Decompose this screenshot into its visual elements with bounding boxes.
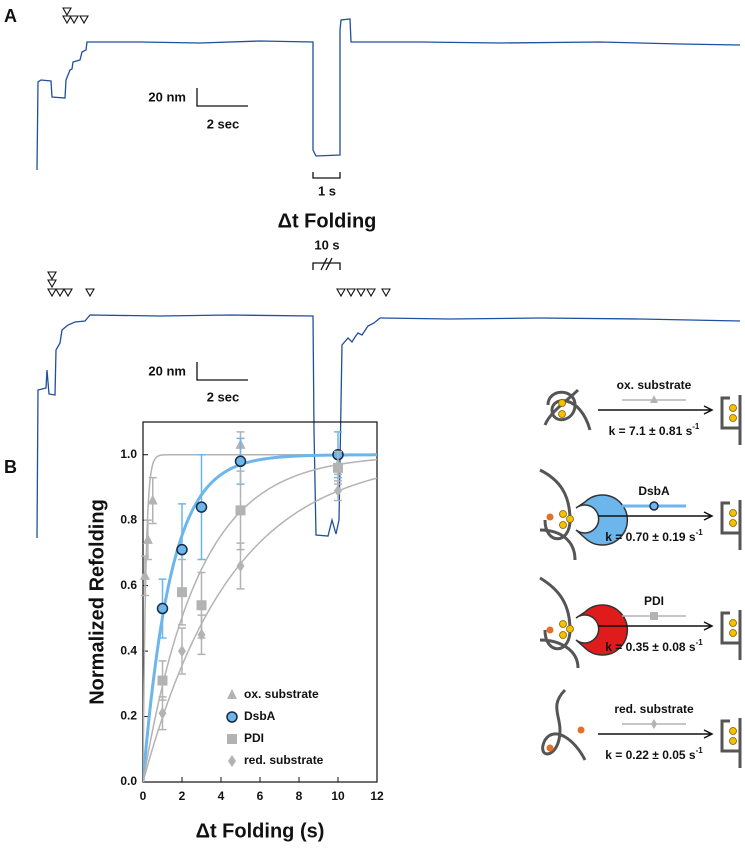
legend-label: DsbA: [244, 709, 276, 723]
scheme-icons: [539, 388, 742, 768]
y-tick-label: 0.2: [120, 709, 137, 723]
interval-bracket: [312, 172, 341, 179]
interval-label: 1 s: [318, 183, 336, 198]
point: [142, 533, 153, 544]
arrow: [598, 621, 714, 631]
x-tick-label: 2: [179, 789, 186, 803]
y-tick-label: 0.4: [120, 643, 137, 657]
point: [197, 628, 206, 641]
scheme-label: ox. substrate: [617, 378, 692, 392]
point: [650, 395, 658, 403]
legend-label: PDI: [244, 731, 264, 745]
rate-exponent: -1: [692, 422, 700, 431]
rate-label: k = 7.1 ± 0.81 s-1: [609, 422, 700, 438]
scale-bar: [196, 88, 248, 107]
point: [236, 560, 245, 572]
rate-label: k = 0.22 ± 0.05 s-1: [605, 746, 703, 762]
y-tick-label: 1.0: [120, 447, 137, 461]
point: [139, 569, 150, 580]
rate-text: k = 0.35 ± 0.08 s: [605, 640, 696, 654]
point: [176, 543, 188, 556]
point: [178, 645, 186, 658]
legend-swatch: [227, 734, 237, 744]
point: [158, 707, 167, 720]
point: [333, 462, 343, 473]
scale-label: 20 nm: [148, 363, 186, 378]
legend-swatch: [226, 711, 238, 723]
delta-label: Δt Folding: [278, 210, 377, 232]
rate-exponent: -1: [696, 528, 704, 537]
arrow: [598, 405, 714, 415]
plot-frame: [142, 421, 378, 783]
point: [334, 484, 342, 497]
y-tick-label: 0.8: [120, 512, 137, 526]
point: [147, 494, 158, 505]
point: [157, 675, 168, 686]
legend-swatch: [227, 689, 237, 699]
interval-bracket: [312, 257, 341, 271]
scheme-label: red. substrate: [614, 702, 694, 716]
point: [195, 501, 208, 513]
scheme-label: PDI: [644, 594, 664, 608]
point: [177, 587, 187, 598]
unfolding-markers: [47, 271, 391, 297]
y-tick-label: 0.0: [120, 774, 137, 788]
rate-label: k = 0.35 ± 0.08 s-1: [605, 638, 703, 654]
arrow: [598, 729, 714, 739]
point: [651, 719, 657, 729]
point: [228, 755, 236, 767]
panel-a: A 20 nm 2 sec 1 s Δt Folding 10 s 20 nm …: [4, 6, 741, 539]
point: [235, 505, 246, 516]
panel-label: B: [4, 457, 17, 477]
point: [196, 600, 207, 611]
panel-label: A: [4, 6, 17, 26]
trace: [36, 18, 741, 171]
x-tick-label: 8: [296, 789, 303, 803]
scale-label: 2 sec: [207, 116, 240, 131]
y-axis-label: Normalized Refolding: [86, 499, 108, 705]
point: [650, 612, 658, 620]
scale-label: 2 sec: [207, 389, 240, 404]
x-axis-label: Δt Folding (s): [196, 820, 325, 842]
scheme-label: DsbA: [638, 484, 670, 498]
x-tick-label: 10: [331, 789, 345, 803]
y-tick-label: 0.6: [120, 578, 137, 592]
rate-label: k = 0.70 ± 0.19 s-1: [605, 528, 703, 544]
rate-exponent: -1: [696, 638, 704, 647]
point: [227, 734, 237, 744]
scale-bar: [196, 362, 248, 381]
rate-text: k = 0.22 ± 0.05 s: [605, 748, 696, 762]
point: [234, 455, 247, 468]
x-tick-label: 12: [370, 789, 384, 803]
point: [649, 501, 659, 511]
trace: [36, 314, 741, 539]
unfolding-markers: [62, 7, 89, 24]
point: [227, 689, 237, 699]
point: [226, 711, 238, 723]
arrow: [598, 511, 714, 521]
rate-exponent: -1: [696, 746, 704, 755]
legend-swatch: [228, 755, 236, 767]
legend-label: ox. substrate: [244, 687, 319, 701]
x-tick-label: 0: [140, 789, 147, 803]
x-tick-label: 6: [257, 789, 264, 803]
rate-text: k = 0.70 ± 0.19 s: [605, 530, 696, 544]
point: [156, 602, 169, 615]
scale-label: 20 nm: [148, 89, 186, 104]
legend-label: red. substrate: [244, 753, 324, 767]
interval-label: 10 s: [314, 237, 339, 252]
x-tick-label: 4: [218, 789, 225, 803]
rate-text: k = 7.1 ± 0.81 s: [609, 424, 693, 438]
